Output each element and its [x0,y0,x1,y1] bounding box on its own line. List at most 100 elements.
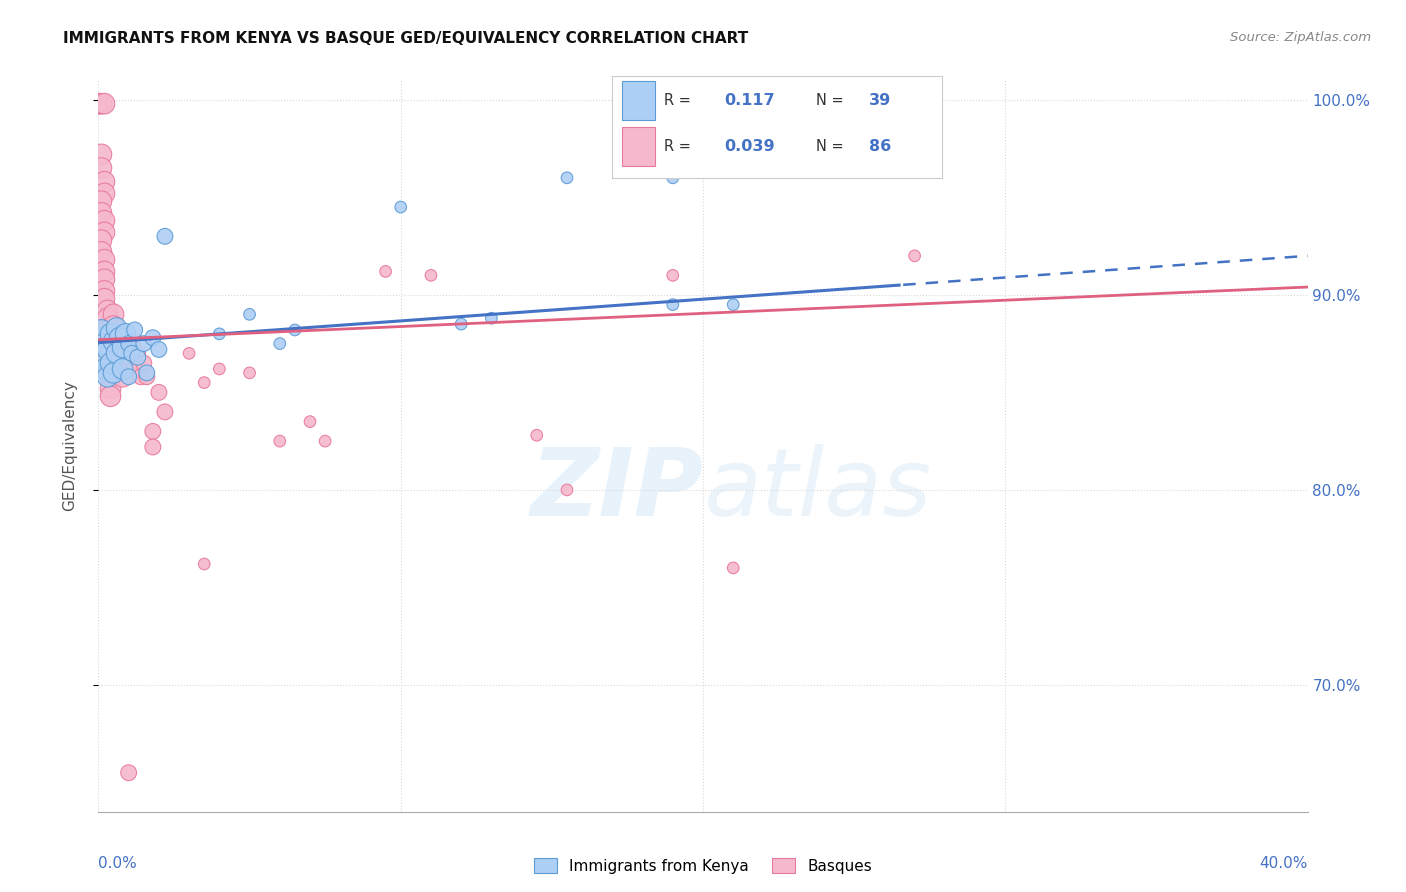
Point [93,226,115,240]
Point [555,483,578,497]
Point [269,434,291,449]
Point [103,334,125,349]
Text: ZIP: ZIP [530,444,703,536]
Point [108,346,131,360]
Point [723,561,745,575]
Point [148,343,170,357]
Point [193,376,215,390]
Point [108,331,131,345]
Text: R =: R = [665,93,692,108]
Point [132,356,155,370]
Point [844,132,866,146]
Text: N =: N = [817,139,844,154]
Text: 86: 86 [869,139,891,154]
Point [103,331,125,345]
Point [100,389,122,403]
Point [103,319,125,334]
Point [93,292,115,306]
Point [100,362,122,376]
Point [389,200,412,214]
Point [555,170,578,185]
Point [208,326,231,341]
Text: 40.0%: 40.0% [1260,855,1308,871]
Point [93,264,115,278]
Point [96,303,118,318]
Text: R =: R = [665,139,692,154]
Point [142,425,165,439]
Y-axis label: GED/Equivalency: GED/Equivalency [63,381,77,511]
Point [96,351,118,365]
Point [124,323,146,337]
Point [93,362,115,376]
Point [111,341,134,355]
Point [96,343,118,357]
Point [90,194,112,209]
Point [114,362,136,376]
Point [103,346,125,360]
Text: Source: ZipAtlas.com: Source: ZipAtlas.com [1230,31,1371,45]
Point [93,213,115,227]
Point [93,96,115,111]
Point [153,229,176,244]
Point [661,268,683,283]
Point [90,161,112,175]
Text: atlas: atlas [703,444,931,535]
Point [118,336,141,351]
Point [142,440,165,454]
Point [132,336,155,351]
Point [100,356,122,370]
Point [90,323,112,337]
Point [90,206,112,220]
Point [723,297,745,311]
Point [105,346,128,360]
Point [93,175,115,189]
Point [179,346,201,360]
Text: N =: N = [817,93,844,108]
Point [299,415,322,429]
Point [111,369,134,384]
Text: 0.039: 0.039 [724,139,775,154]
Text: IMMIGRANTS FROM KENYA VS BASQUE GED/EQUIVALENCY CORRELATION CHART: IMMIGRANTS FROM KENYA VS BASQUE GED/EQUI… [63,31,748,46]
Point [142,331,165,345]
Point [904,249,927,263]
Point [111,356,134,370]
Point [93,284,115,298]
Point [96,311,118,326]
Point [481,311,503,326]
Point [111,362,134,376]
Point [103,362,125,376]
Point [127,351,149,365]
Point [93,272,115,286]
Point [135,369,157,384]
Text: 39: 39 [869,93,891,108]
Point [90,351,112,365]
Point [420,268,443,283]
Point [87,331,110,345]
Point [121,346,143,360]
Point [96,369,118,384]
Point [284,323,307,337]
Point [121,336,143,351]
Point [103,366,125,380]
Point [269,336,291,351]
Point [239,307,262,321]
Point [87,96,110,111]
Point [118,351,141,365]
Point [114,326,136,341]
Point [114,343,136,357]
Point [314,434,336,449]
Point [93,336,115,351]
Point [118,765,141,780]
Text: 0.117: 0.117 [724,93,775,108]
Point [118,369,141,384]
Point [127,346,149,360]
Point [661,170,683,185]
Point [526,428,548,442]
Point [374,264,396,278]
Point [96,323,118,337]
Point [105,351,128,365]
Legend: Immigrants from Kenya, Basques: Immigrants from Kenya, Basques [529,852,877,880]
Point [239,366,262,380]
Point [93,252,115,267]
Point [96,331,118,345]
